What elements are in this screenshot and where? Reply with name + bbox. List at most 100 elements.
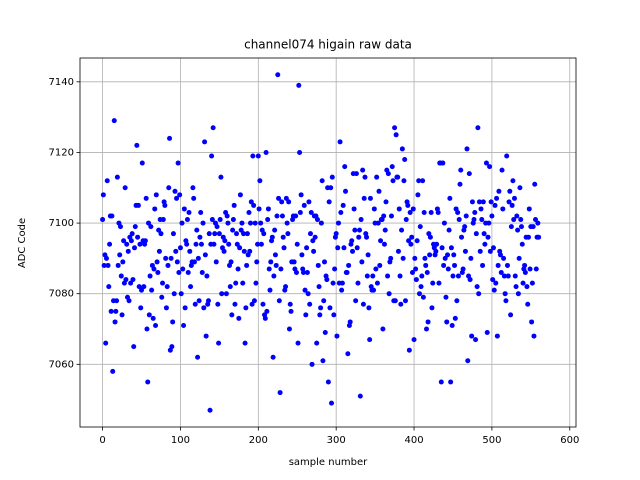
point bbox=[502, 291, 508, 297]
y-tick-label: 7120 bbox=[49, 147, 74, 158]
point bbox=[181, 322, 187, 328]
point bbox=[346, 262, 352, 268]
point bbox=[482, 241, 488, 247]
point bbox=[266, 266, 272, 272]
point bbox=[471, 217, 477, 223]
point bbox=[371, 206, 377, 212]
point bbox=[118, 273, 124, 279]
point bbox=[375, 220, 381, 226]
point bbox=[423, 326, 429, 332]
point bbox=[205, 298, 211, 304]
point bbox=[196, 298, 202, 304]
point bbox=[535, 220, 541, 226]
point bbox=[463, 213, 469, 219]
point bbox=[450, 273, 456, 279]
point bbox=[491, 287, 497, 293]
point bbox=[268, 259, 274, 265]
y-axis-label: ADC Code bbox=[17, 218, 28, 268]
point bbox=[242, 340, 248, 346]
point bbox=[505, 273, 511, 279]
point bbox=[143, 195, 149, 201]
point bbox=[500, 206, 506, 212]
point bbox=[364, 234, 370, 240]
point bbox=[305, 291, 311, 297]
point bbox=[329, 400, 335, 406]
point bbox=[490, 277, 496, 283]
point bbox=[514, 213, 520, 219]
point bbox=[165, 262, 171, 268]
point bbox=[163, 305, 169, 311]
point bbox=[224, 213, 230, 219]
point bbox=[246, 209, 252, 215]
point bbox=[261, 231, 267, 237]
point bbox=[360, 167, 366, 173]
point bbox=[460, 266, 466, 272]
point bbox=[377, 262, 383, 268]
point bbox=[307, 301, 313, 307]
point bbox=[296, 82, 302, 88]
y-tick-label: 7080 bbox=[49, 289, 74, 300]
point bbox=[446, 227, 452, 233]
point bbox=[511, 195, 517, 201]
point bbox=[427, 252, 433, 258]
point bbox=[512, 273, 518, 279]
point bbox=[191, 259, 197, 265]
point bbox=[170, 231, 176, 237]
point bbox=[475, 125, 481, 131]
point bbox=[414, 238, 420, 244]
point bbox=[151, 266, 157, 272]
point bbox=[103, 255, 109, 261]
point bbox=[467, 277, 473, 283]
point bbox=[358, 217, 364, 223]
point bbox=[373, 266, 379, 272]
point bbox=[425, 319, 431, 325]
point bbox=[385, 171, 391, 177]
point bbox=[197, 234, 203, 240]
point bbox=[415, 192, 421, 198]
point bbox=[504, 153, 510, 159]
point bbox=[231, 202, 237, 208]
point bbox=[300, 270, 306, 276]
point bbox=[204, 273, 210, 279]
point bbox=[327, 305, 333, 311]
point bbox=[532, 181, 538, 187]
point bbox=[392, 298, 398, 304]
point bbox=[307, 231, 313, 237]
point bbox=[149, 287, 155, 293]
point bbox=[139, 287, 145, 293]
point bbox=[326, 199, 332, 205]
point bbox=[100, 217, 106, 223]
point bbox=[148, 224, 154, 230]
point bbox=[212, 231, 218, 237]
point bbox=[526, 234, 532, 240]
point bbox=[173, 248, 179, 254]
point bbox=[350, 248, 356, 254]
point bbox=[199, 270, 205, 276]
point bbox=[115, 262, 121, 268]
point bbox=[209, 153, 215, 159]
point bbox=[527, 266, 533, 272]
point bbox=[178, 291, 184, 297]
point bbox=[518, 217, 524, 223]
point bbox=[233, 280, 239, 286]
point bbox=[271, 273, 277, 279]
point bbox=[488, 199, 494, 205]
point bbox=[262, 315, 268, 321]
point bbox=[276, 298, 282, 304]
point bbox=[164, 284, 170, 290]
point bbox=[297, 209, 303, 215]
point bbox=[297, 149, 303, 155]
point bbox=[477, 248, 483, 254]
point bbox=[444, 319, 450, 325]
point bbox=[364, 273, 370, 279]
point bbox=[359, 259, 365, 265]
point bbox=[395, 248, 401, 254]
point bbox=[459, 234, 465, 240]
point bbox=[310, 238, 316, 244]
point bbox=[362, 174, 368, 180]
point bbox=[533, 266, 539, 272]
point bbox=[495, 262, 501, 268]
point bbox=[331, 312, 337, 318]
